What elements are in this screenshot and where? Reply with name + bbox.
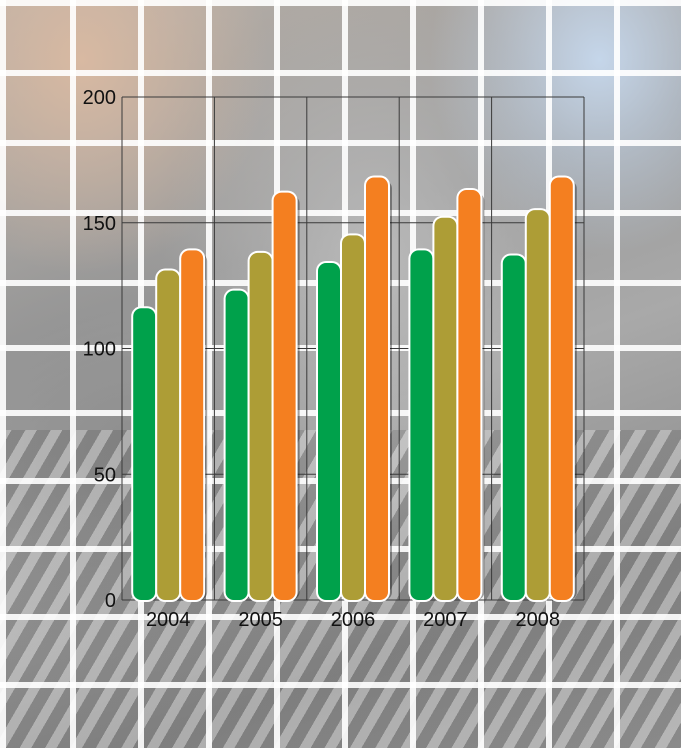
bar-2004-series-3: [179, 248, 208, 603]
tile-grid-col-3: [206, 0, 212, 748]
bar-2006-series-2: [340, 233, 368, 602]
y-tick-label: 50: [94, 464, 116, 486]
bar-2006-series-1: [316, 260, 344, 602]
tile-grid-row-2: [0, 140, 681, 146]
x-axis-tick-labels: 2004 2005 2006 2007 2008: [146, 609, 560, 631]
bars: [131, 175, 577, 603]
x-tick-label: 2008: [516, 609, 561, 631]
bar-2008-series-2: [524, 208, 553, 603]
tile-grid-row-0: [0, 0, 681, 6]
bar-2007-series-2: [432, 215, 461, 602]
bar-2005-series-1: [223, 288, 252, 602]
bar-2006-series-3: [364, 175, 392, 603]
bar-2007-series-3: [456, 188, 485, 602]
y-axis-tick-labels: 0 50 100 150 200: [83, 87, 116, 612]
tile-grid-col-0: [0, 0, 6, 748]
tile-grid-col-9: [614, 0, 620, 748]
bar-2004-series-1: [131, 306, 160, 602]
y-tick-label: 150: [83, 213, 116, 235]
bar-2005-series-2: [247, 250, 276, 602]
y-tick-label: 100: [83, 339, 116, 361]
x-tick-label: 2006: [331, 609, 376, 631]
bar-2007-series-1: [408, 248, 437, 603]
bar-2008-series-3: [548, 175, 577, 603]
bar-2005-series-3: [271, 190, 300, 602]
bar-2004-series-2: [155, 268, 184, 602]
tile-grid-row-10: [0, 682, 681, 688]
tile-grid-row-9: [0, 614, 681, 620]
y-tick-label: 200: [83, 87, 116, 109]
bar-2008-series-1: [500, 253, 529, 602]
tile-grid-row-3: [0, 210, 681, 216]
x-tick-label: 2004: [146, 609, 191, 631]
x-tick-label: 2005: [238, 609, 283, 631]
x-tick-label: 2007: [423, 609, 468, 631]
tile-grid-row-1: [0, 70, 681, 76]
y-tick-label: 0: [105, 590, 116, 612]
tile-grid-col-1: [70, 0, 76, 748]
